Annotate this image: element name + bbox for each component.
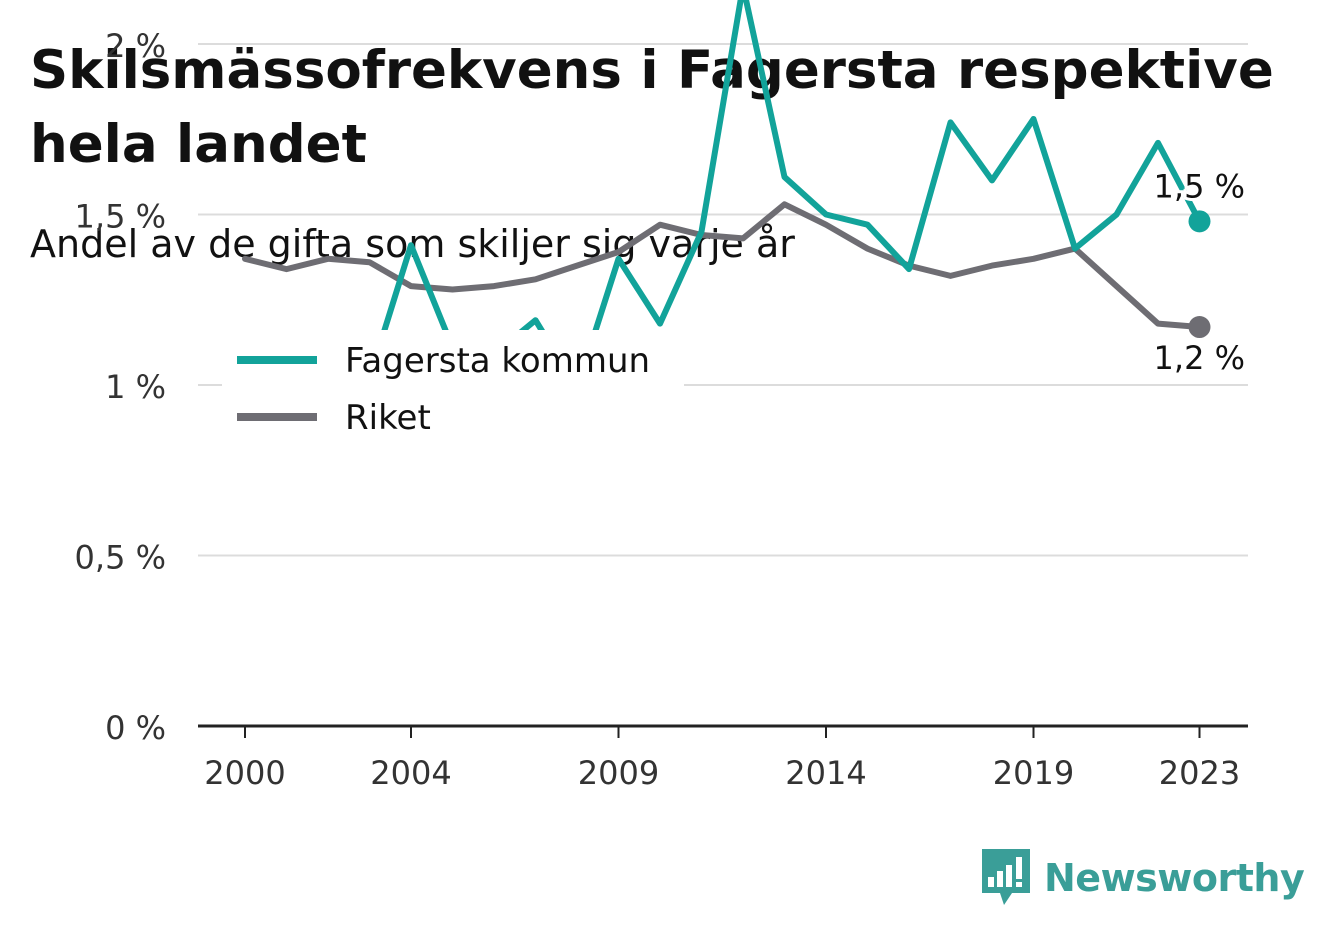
- y-tick-label: 1,5 %: [75, 198, 166, 236]
- y-tick-label: 0,5 %: [75, 539, 166, 577]
- y-axis: 0 % 0,5 % 1 % 1,5 % 2 %: [75, 27, 166, 747]
- series-end-label-1: 1,2 %: [1154, 339, 1245, 377]
- legend: Fagersta kommun Riket: [222, 330, 684, 448]
- x-tick-label: 2014: [785, 754, 866, 792]
- x-tick-label: 2000: [204, 754, 285, 792]
- x-tick-label: 2009: [578, 754, 659, 792]
- series-line-0: [242, 0, 1203, 440]
- y-tick-label: 2 %: [105, 27, 166, 65]
- series-lines: 1,2 % 1,5 %: [242, 0, 1248, 440]
- y-tick-label: 1 %: [105, 368, 166, 406]
- y-tick-label: 0 %: [105, 709, 166, 747]
- chart-title: Skilsmässofrekvens i Fagersta respektive…: [30, 40, 1274, 175]
- series-line-1: [242, 201, 1203, 330]
- series-end-point-0: [1188, 210, 1211, 233]
- x-axis: 2000 2004 2009 2014 2019 2023: [198, 724, 1248, 792]
- x-tick-label: 2023: [1159, 754, 1240, 792]
- legend-label-0: Fagersta kommun: [345, 341, 650, 381]
- newsworthy-logo: Newsworthy: [980, 848, 1305, 908]
- bar-chart-icon: [982, 849, 1030, 905]
- series-end-point-1: [1188, 316, 1211, 339]
- x-tick-label: 2004: [370, 754, 451, 792]
- series-end-label-0: 1,5 %: [1154, 167, 1245, 205]
- logo-text: Newsworthy: [1044, 856, 1305, 900]
- legend-background: [222, 330, 684, 448]
- x-tick-label: 2019: [993, 754, 1074, 792]
- legend-label-1: Riket: [345, 398, 431, 438]
